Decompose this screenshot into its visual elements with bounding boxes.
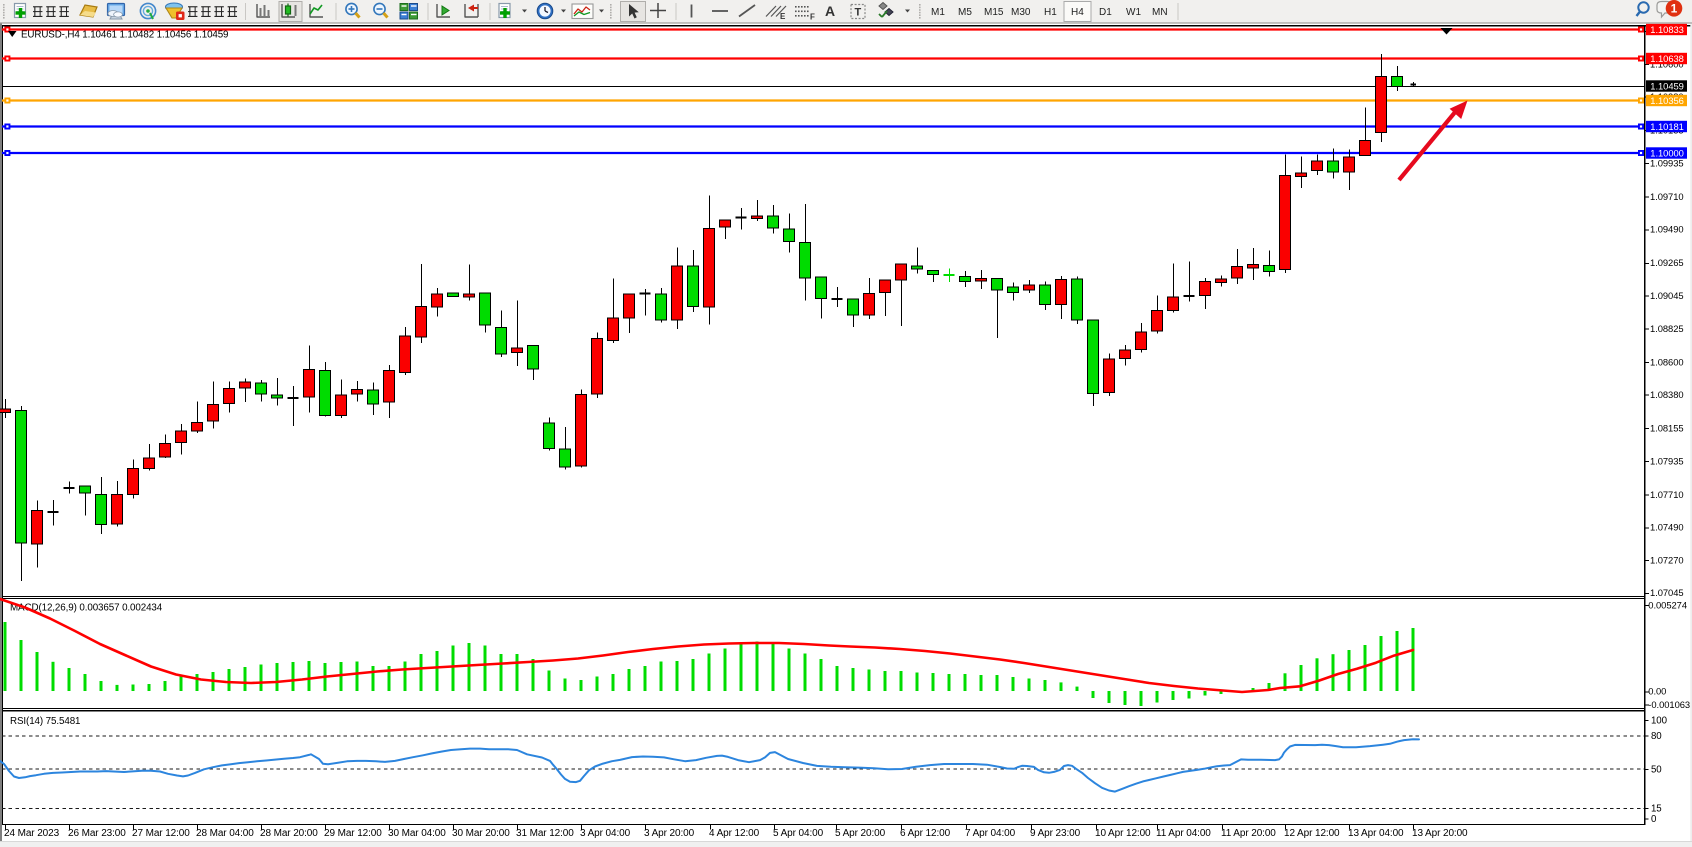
svg-text:0: 0 <box>1651 814 1657 825</box>
svg-text:0.00: 0.00 <box>1648 686 1666 697</box>
svg-text:3 Apr 04:00: 3 Apr 04:00 <box>580 828 631 839</box>
svg-text:28 Mar 04:00: 28 Mar 04:00 <box>196 828 254 839</box>
svg-text:1.09710: 1.09710 <box>1650 191 1684 202</box>
svg-text:1.07710: 1.07710 <box>1650 489 1684 500</box>
svg-text:9 Apr 23:00: 9 Apr 23:00 <box>1030 828 1081 839</box>
svg-text:1.09490: 1.09490 <box>1650 224 1684 235</box>
svg-text:5 Apr 04:00: 5 Apr 04:00 <box>773 828 824 839</box>
svg-text:11 Apr 20:00: 11 Apr 20:00 <box>1221 828 1276 839</box>
svg-text:13 Apr 20:00: 13 Apr 20:00 <box>1412 828 1468 839</box>
svg-text:1.10356: 1.10356 <box>1650 95 1684 106</box>
svg-text:M5: M5 <box>958 7 972 18</box>
svg-text:RSI(14) 75.5481: RSI(14) 75.5481 <box>10 716 80 727</box>
svg-text:A: A <box>825 3 835 19</box>
svg-text:MACD(12,26,9) 0.003657 0.00243: MACD(12,26,9) 0.003657 0.002434 <box>10 603 163 614</box>
svg-text:D1: D1 <box>1099 7 1112 18</box>
svg-text:50: 50 <box>1651 764 1662 775</box>
svg-text:5 Apr 20:00: 5 Apr 20:00 <box>835 828 886 839</box>
svg-text:30 Mar 04:00: 30 Mar 04:00 <box>388 828 446 839</box>
svg-text:24 Mar 2023: 24 Mar 2023 <box>4 828 60 839</box>
svg-text:100: 100 <box>1651 715 1668 726</box>
svg-text:4 Apr 12:00: 4 Apr 12:00 <box>709 828 760 839</box>
svg-text:1.10181: 1.10181 <box>1650 121 1684 132</box>
svg-text:E: E <box>780 12 786 21</box>
svg-text:1.09935: 1.09935 <box>1650 157 1684 168</box>
svg-text:F: F <box>810 13 815 22</box>
svg-text:1.09265: 1.09265 <box>1650 257 1684 268</box>
svg-text:28 Mar 20:00: 28 Mar 20:00 <box>260 828 318 839</box>
svg-text:1.08155: 1.08155 <box>1650 423 1684 434</box>
svg-text:M1: M1 <box>931 7 945 18</box>
svg-text:27 Mar 12:00: 27 Mar 12:00 <box>132 828 190 839</box>
svg-text:3 Apr 20:00: 3 Apr 20:00 <box>644 828 695 839</box>
svg-text:7 Apr 04:00: 7 Apr 04:00 <box>965 828 1016 839</box>
svg-text:1.08380: 1.08380 <box>1650 389 1684 400</box>
svg-text:1.09045: 1.09045 <box>1650 290 1684 301</box>
svg-text:11 Apr 04:00: 11 Apr 04:00 <box>1156 828 1211 839</box>
svg-text:13 Apr 04:00: 13 Apr 04:00 <box>1348 828 1404 839</box>
svg-text:1.07045: 1.07045 <box>1650 587 1684 598</box>
svg-text:M30: M30 <box>1011 7 1031 18</box>
svg-text:H1: H1 <box>1044 7 1057 18</box>
svg-text:T: T <box>855 7 862 19</box>
svg-text:0.005274: 0.005274 <box>1648 600 1687 611</box>
svg-text:1.08825: 1.08825 <box>1650 323 1684 334</box>
svg-text:MN: MN <box>1152 7 1168 18</box>
svg-text:15: 15 <box>1651 803 1662 814</box>
svg-text:10 Apr 12:00: 10 Apr 12:00 <box>1095 828 1151 839</box>
svg-text:12 Apr 12:00: 12 Apr 12:00 <box>1284 828 1340 839</box>
svg-text:1.08600: 1.08600 <box>1650 356 1684 367</box>
svg-text:31 Mar 12:00: 31 Mar 12:00 <box>516 828 574 839</box>
svg-text:W1: W1 <box>1126 7 1141 18</box>
svg-text:H4: H4 <box>1071 7 1084 18</box>
svg-text:1.07270: 1.07270 <box>1650 554 1684 565</box>
svg-text:80: 80 <box>1651 731 1662 742</box>
svg-text:EURUSD-,H4 1.10461 1.10482 1.: EURUSD-,H4 1.10461 1.10482 1.10456 1.104… <box>21 29 228 40</box>
svg-text:26 Mar 23:00: 26 Mar 23:00 <box>68 828 126 839</box>
svg-text:-0.001063: -0.001063 <box>1648 699 1690 710</box>
svg-text:1.07935: 1.07935 <box>1650 455 1684 466</box>
svg-text:1: 1 <box>1671 2 1678 16</box>
svg-text:1.10000: 1.10000 <box>1650 147 1684 158</box>
svg-text:1.10459: 1.10459 <box>1650 80 1684 91</box>
svg-text:M15: M15 <box>984 7 1004 18</box>
svg-text:1.10833: 1.10833 <box>1650 24 1684 35</box>
svg-text:6 Apr 12:00: 6 Apr 12:00 <box>900 828 951 839</box>
svg-text:1.07490: 1.07490 <box>1650 522 1684 533</box>
svg-text:1.10638: 1.10638 <box>1650 53 1684 64</box>
svg-text:29 Mar 12:00: 29 Mar 12:00 <box>324 828 382 839</box>
svg-text:30 Mar 20:00: 30 Mar 20:00 <box>452 828 510 839</box>
